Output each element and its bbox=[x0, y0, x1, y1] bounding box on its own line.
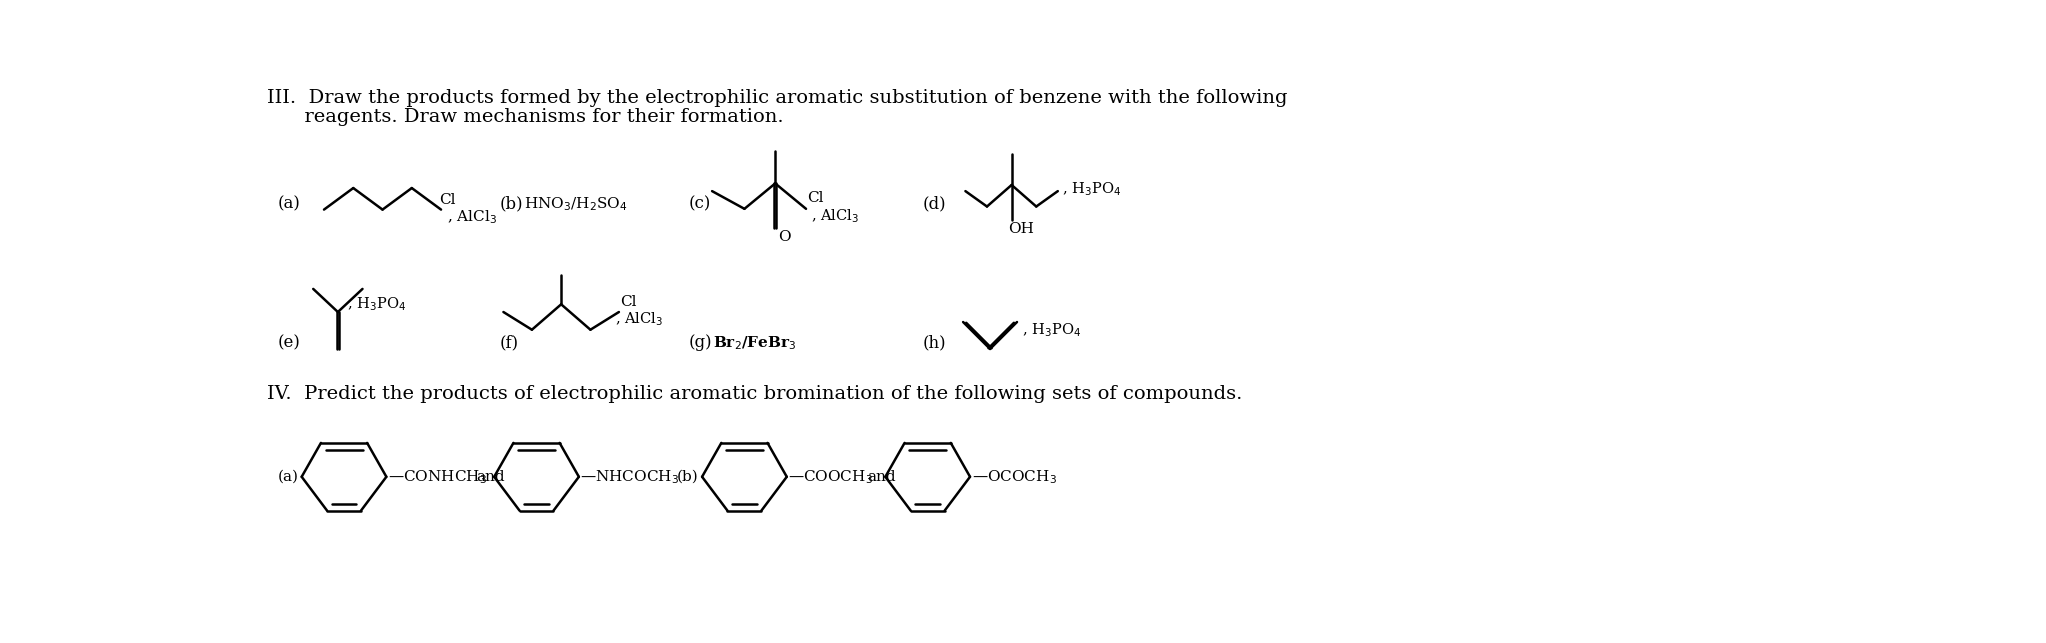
Text: Br$_2$/FeBr$_3$: Br$_2$/FeBr$_3$ bbox=[712, 334, 796, 352]
Text: —CONHCH$_3$: —CONHCH$_3$ bbox=[389, 468, 487, 485]
Text: , H$_3$PO$_4$: , H$_3$PO$_4$ bbox=[1021, 321, 1080, 339]
Text: Cl: Cl bbox=[808, 191, 825, 205]
Text: (d): (d) bbox=[923, 195, 947, 213]
Text: OH: OH bbox=[1009, 222, 1035, 236]
Text: (a): (a) bbox=[278, 470, 299, 484]
Text: —OCOCH$_3$: —OCOCH$_3$ bbox=[972, 468, 1056, 485]
Text: , AlCl$_3$: , AlCl$_3$ bbox=[810, 207, 859, 224]
Text: (c): (c) bbox=[687, 195, 710, 213]
Text: reagents. Draw mechanisms for their formation.: reagents. Draw mechanisms for their form… bbox=[268, 108, 784, 126]
Text: and: and bbox=[868, 470, 896, 484]
Text: (a): (a) bbox=[278, 195, 301, 213]
Text: (b): (b) bbox=[499, 195, 524, 213]
Text: HNO$_3$/H$_2$SO$_4$: HNO$_3$/H$_2$SO$_4$ bbox=[524, 195, 628, 213]
Text: (e): (e) bbox=[278, 334, 301, 351]
Text: and: and bbox=[477, 470, 505, 484]
Text: III.  Draw the products formed by the electrophilic aromatic substitution of ben: III. Draw the products formed by the ele… bbox=[268, 89, 1287, 107]
Text: Cl: Cl bbox=[440, 194, 456, 207]
Text: , H$_3$PO$_4$: , H$_3$PO$_4$ bbox=[348, 296, 407, 313]
Text: (h): (h) bbox=[923, 334, 947, 351]
Text: —NHCOCH$_3$: —NHCOCH$_3$ bbox=[581, 468, 679, 485]
Text: Cl: Cl bbox=[620, 295, 636, 309]
Text: (b): (b) bbox=[677, 470, 698, 484]
Text: O: O bbox=[777, 230, 792, 244]
Text: —COOCH$_3$: —COOCH$_3$ bbox=[788, 468, 874, 485]
Text: , AlCl$_3$: , AlCl$_3$ bbox=[448, 208, 497, 226]
Text: IV.  Predict the products of electrophilic aromatic bromination of the following: IV. Predict the products of electrophili… bbox=[268, 385, 1242, 403]
Text: (g): (g) bbox=[687, 334, 712, 351]
Text: , AlCl$_3$: , AlCl$_3$ bbox=[616, 310, 663, 328]
Text: , H$_3$PO$_4$: , H$_3$PO$_4$ bbox=[1062, 180, 1121, 197]
Text: (f): (f) bbox=[499, 334, 520, 351]
